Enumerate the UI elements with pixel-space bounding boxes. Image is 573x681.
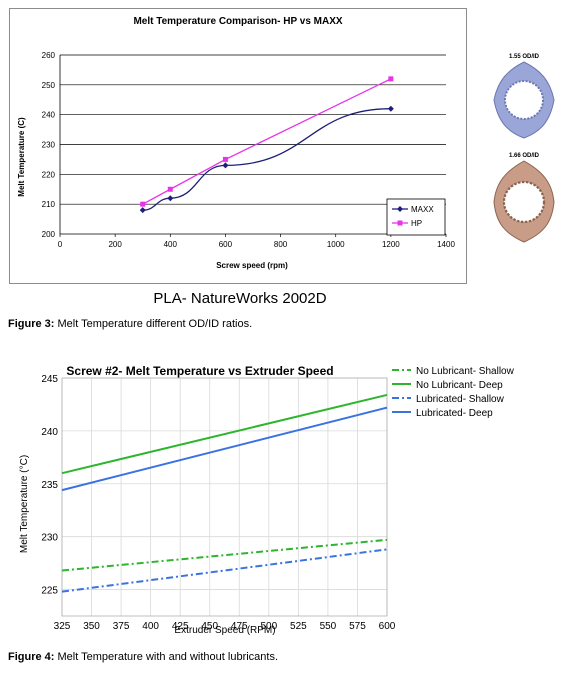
chart1-xtick-label: 0 bbox=[58, 240, 63, 249]
chart2-xtick-label: 525 bbox=[290, 621, 307, 632]
figure4-caption-label: Figure 4: bbox=[8, 651, 55, 663]
figure3-caption: Figure 3: Melt Temperature different OD/… bbox=[8, 318, 252, 330]
cross-section-166-shape bbox=[493, 160, 555, 243]
chart-hp-vs-maxx-frame: Melt Temperature Comparison- HP vs MAXX … bbox=[9, 8, 467, 284]
chart2-legend-label: Lubricated- Shallow bbox=[416, 394, 505, 405]
chart1-xlabel: Screw speed (rpm) bbox=[216, 261, 288, 270]
chart1-ytick-label: 260 bbox=[42, 51, 56, 60]
chart1-ytick-label: 220 bbox=[42, 170, 56, 179]
chart1-point-hp bbox=[388, 76, 394, 82]
od-id-label-155: 1.55 OD/ID bbox=[509, 54, 540, 60]
chart2-series-line bbox=[61, 393, 388, 475]
chart1-point-maxx bbox=[167, 195, 174, 202]
chart2-ytick-label: 230 bbox=[41, 533, 58, 544]
screw-cross-sections: 1.55 OD/ID 1.66 OD/ID bbox=[493, 54, 555, 243]
chart2-ytick-label: 235 bbox=[41, 480, 58, 491]
chart2-xtick-label: 450 bbox=[201, 621, 218, 632]
chart1-point-hp bbox=[222, 156, 228, 162]
chart1-ylabel: Melt Temperature (C) bbox=[17, 117, 26, 197]
chart2-legend-label: No Lubricant- Deep bbox=[416, 380, 503, 391]
chart1-ytick-label: 200 bbox=[42, 230, 56, 239]
chart2-ytick-label: 240 bbox=[41, 427, 58, 438]
chart1-series-line-hp bbox=[142, 78, 392, 205]
od-id-label-166: 1.66 OD/ID bbox=[509, 153, 540, 159]
chart2-ytick-label: 225 bbox=[41, 586, 58, 597]
figure3-caption-text: Melt Temperature different OD/ID ratios. bbox=[54, 318, 253, 330]
chart2-title: Screw #2- Melt Temperature vs Extruder S… bbox=[66, 364, 333, 378]
chart1-ytick-label: 250 bbox=[42, 81, 56, 90]
chart2-legend: No Lubricant- Shallow No Lubricant- Deep L… bbox=[392, 366, 515, 419]
chart2-plot-border bbox=[61, 377, 388, 617]
chart1-point-maxx bbox=[139, 207, 146, 214]
chart1-point-maxx bbox=[222, 162, 229, 169]
chart1-legend-label: MAXX bbox=[411, 205, 434, 214]
chart-screw2-melt-temperature: Screw #2- Melt Temperature vs Extruder S… bbox=[19, 364, 515, 636]
chart2-xtick-label: 550 bbox=[320, 621, 337, 632]
chart2-xtick-label: 350 bbox=[83, 621, 100, 632]
chart-hp-vs-maxx: Melt Temperature Comparison- HP vs MAXX … bbox=[17, 16, 455, 270]
chart2-legend-label: Lubricated- Deep bbox=[416, 408, 493, 419]
chart2-series-line bbox=[61, 406, 388, 492]
chart1-xtick-label: 1000 bbox=[327, 240, 345, 249]
chart1-legend-marker bbox=[397, 206, 403, 212]
chart2-xtick-label: 425 bbox=[172, 621, 189, 632]
figure4-caption: Figure 4: Melt Temperature with and with… bbox=[8, 651, 278, 663]
figure4-caption-text: Melt Temperature with and without lubric… bbox=[54, 651, 279, 663]
chart2-xtick-label: 400 bbox=[142, 621, 159, 632]
chart1-xtick-label: 400 bbox=[164, 240, 178, 249]
chart2-series-line bbox=[61, 548, 388, 593]
chart2-legend-label: No Lubricant- Shallow bbox=[416, 366, 515, 377]
chart1-xtick-label: 1200 bbox=[382, 240, 400, 249]
chart2-series-line bbox=[61, 538, 388, 572]
chart2-xtick-label: 500 bbox=[260, 621, 277, 632]
figure3-caption-label: Figure 3: bbox=[8, 318, 55, 330]
chart2-xtick-label: 475 bbox=[231, 621, 248, 632]
chart2-ytick-label: 245 bbox=[41, 374, 58, 385]
chart1-xtick-label: 600 bbox=[219, 240, 233, 249]
chart1-ytick-label: 230 bbox=[42, 141, 56, 150]
chart2-xtick-label: 575 bbox=[349, 621, 366, 632]
chart1-point-hp bbox=[140, 201, 146, 207]
chart1-legend-label: HP bbox=[411, 219, 422, 228]
chart2-xtick-label: 375 bbox=[113, 621, 130, 632]
chart1-point-maxx bbox=[387, 105, 394, 112]
chart1-point-hp bbox=[167, 186, 173, 192]
chart2-xlabel: Extruder Speed (RPM) bbox=[174, 625, 275, 636]
chart1-xtick-label: 200 bbox=[108, 240, 122, 249]
chart1-title: Melt Temperature Comparison- HP vs MAXX bbox=[133, 16, 342, 27]
chart1-legend: MAXX HP bbox=[386, 198, 446, 236]
chart1-legend-marker bbox=[397, 220, 403, 226]
chart1-xtick-label: 800 bbox=[274, 240, 288, 249]
chart2-xtick-label: 325 bbox=[54, 621, 71, 632]
chart1-series-line-maxx bbox=[142, 108, 391, 211]
cross-section-155-shape bbox=[493, 61, 555, 139]
chart2-xtick-label: 600 bbox=[379, 621, 396, 632]
chart2-ylabel: Melt Temperature (°C) bbox=[19, 455, 30, 553]
figure3-subtitle: PLA- NatureWorks 2002D bbox=[153, 290, 327, 307]
chart1-ytick-label: 240 bbox=[42, 111, 56, 120]
chart1-ytick-label: 210 bbox=[42, 200, 56, 209]
chart1-xtick-label: 1400 bbox=[437, 240, 455, 249]
